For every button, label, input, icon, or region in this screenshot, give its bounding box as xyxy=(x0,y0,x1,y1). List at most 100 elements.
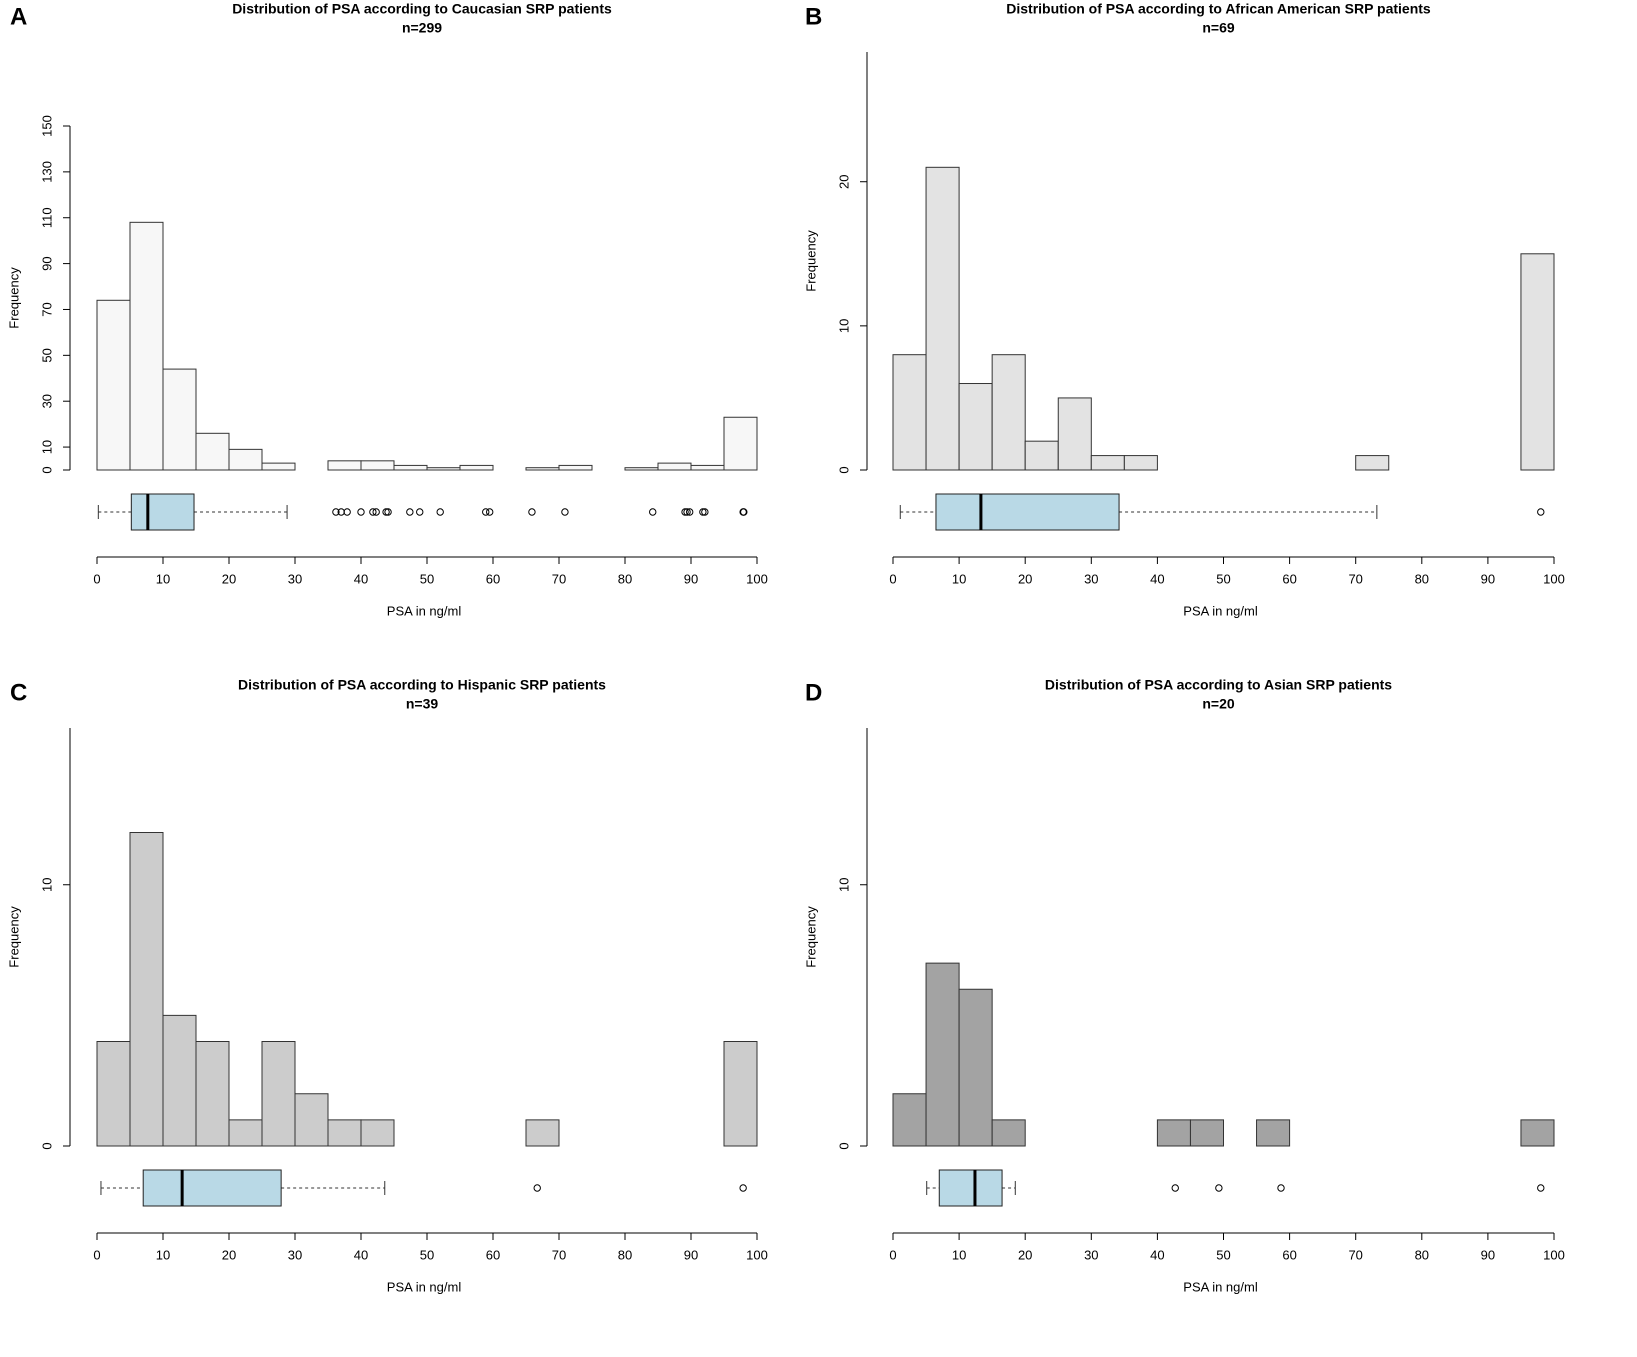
x-tick-label: 90 xyxy=(1481,571,1495,586)
bar xyxy=(525,1119,560,1147)
bar xyxy=(327,1119,362,1147)
outlier xyxy=(384,508,392,516)
bar xyxy=(690,464,725,471)
y-tick-label: 10 xyxy=(836,878,851,892)
bar xyxy=(294,1093,329,1147)
outlier xyxy=(486,508,494,516)
bar xyxy=(459,464,494,471)
panel-letter: B xyxy=(805,3,822,30)
bar xyxy=(1520,253,1555,471)
box xyxy=(938,1169,1003,1207)
x-tick-label: 100 xyxy=(746,1247,768,1262)
y-axis-label: Frequency xyxy=(803,906,818,968)
outlier xyxy=(533,1184,541,1192)
bar xyxy=(1189,1119,1224,1147)
bar xyxy=(261,462,296,471)
bar xyxy=(96,299,131,471)
bar xyxy=(393,464,428,471)
y-tick-label: 150 xyxy=(39,115,54,137)
x-tick-label: 10 xyxy=(952,1247,966,1262)
outlier xyxy=(482,508,490,516)
chart-title: Distribution of PSA according to Asian S… xyxy=(1045,677,1392,693)
y-tick-label: 0 xyxy=(39,466,54,473)
x-tick-label: 70 xyxy=(1348,571,1362,586)
bar xyxy=(958,988,993,1147)
x-tick-label: 40 xyxy=(1150,571,1164,586)
x-tick-label: 20 xyxy=(222,571,236,586)
bar xyxy=(1520,1119,1555,1147)
outlier xyxy=(681,508,689,516)
bar xyxy=(1090,455,1125,471)
bar xyxy=(991,354,1026,471)
x-tick-label: 10 xyxy=(952,571,966,586)
chart-subtitle: n=20 xyxy=(1202,696,1235,712)
x-tick-label: 60 xyxy=(486,571,500,586)
y-tick-label: 70 xyxy=(39,302,54,316)
x-tick-label: 100 xyxy=(1543,1247,1565,1262)
x-tick-label: 100 xyxy=(746,571,768,586)
outlier xyxy=(1171,1184,1179,1192)
bar xyxy=(723,1041,758,1147)
bar xyxy=(360,1119,395,1147)
y-tick-label: 20 xyxy=(836,174,851,188)
y-tick-label: 90 xyxy=(39,256,54,270)
bar xyxy=(1256,1119,1291,1147)
panel-letter: C xyxy=(10,679,27,706)
outlier xyxy=(406,508,414,516)
outlier xyxy=(685,508,694,516)
x-tick-label: 0 xyxy=(889,571,896,586)
x-tick-label: 80 xyxy=(1415,571,1429,586)
bar xyxy=(657,462,692,471)
outlier xyxy=(1215,1184,1223,1192)
bar xyxy=(925,962,960,1147)
y-tick-label: 30 xyxy=(39,394,54,408)
x-tick-label: 10 xyxy=(156,571,170,586)
outlier xyxy=(649,508,657,516)
outlier xyxy=(382,508,390,516)
bar xyxy=(1024,440,1059,471)
bar xyxy=(1057,397,1092,471)
bar xyxy=(327,460,362,471)
y-tick-label: 110 xyxy=(39,207,54,228)
bar xyxy=(228,1119,263,1147)
x-axis-label: PSA in ng/ml xyxy=(387,603,462,618)
outlier xyxy=(332,508,340,516)
outlier xyxy=(1537,1184,1545,1192)
x-tick-label: 0 xyxy=(889,1247,896,1262)
bar xyxy=(129,221,164,471)
x-tick-label: 40 xyxy=(354,571,368,586)
outlier xyxy=(740,508,748,516)
outlier xyxy=(683,508,691,516)
bar xyxy=(426,467,461,471)
bar xyxy=(1156,1119,1191,1147)
chart-subtitle: n=69 xyxy=(1202,20,1235,36)
bar xyxy=(162,1014,197,1147)
bar xyxy=(991,1119,1026,1147)
outlier xyxy=(528,508,536,516)
y-tick-label: 130 xyxy=(39,161,54,183)
bar xyxy=(723,416,758,471)
x-axis-label: PSA in ng/ml xyxy=(1183,1279,1258,1294)
bar xyxy=(195,432,230,471)
bar xyxy=(525,467,560,471)
x-tick-label: 0 xyxy=(93,1247,100,1262)
x-tick-label: 100 xyxy=(1543,571,1565,586)
y-axis-label: Frequency xyxy=(803,230,818,292)
y-tick-label: 10 xyxy=(39,440,54,454)
x-tick-label: 50 xyxy=(1216,1247,1230,1262)
x-tick-label: 70 xyxy=(1348,1247,1362,1262)
box xyxy=(130,493,195,531)
x-tick-label: 30 xyxy=(1084,571,1098,586)
outlier xyxy=(561,508,569,516)
x-tick-label: 30 xyxy=(288,571,302,586)
bar xyxy=(360,460,395,471)
bar xyxy=(1123,455,1158,471)
outlier xyxy=(701,508,709,516)
chart-subtitle: n=39 xyxy=(406,696,439,712)
x-tick-label: 10 xyxy=(156,1247,170,1262)
x-tick-label: 70 xyxy=(552,571,566,586)
x-tick-label: 80 xyxy=(618,571,632,586)
bar xyxy=(228,448,263,471)
outlier xyxy=(699,508,707,516)
